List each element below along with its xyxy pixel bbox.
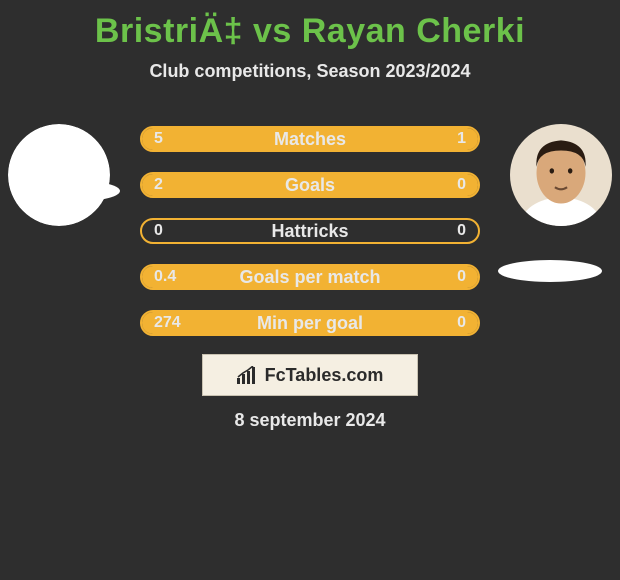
stat-label: Matches bbox=[142, 129, 478, 150]
player-right-avatar bbox=[510, 124, 612, 226]
stat-row: 0.4Goals per match0 bbox=[140, 264, 480, 290]
avatar-left-placeholder bbox=[8, 124, 110, 226]
stat-value-right: 0 bbox=[457, 268, 466, 286]
bar-chart-icon bbox=[237, 366, 259, 384]
comparison-infographic: BristriÄ‡ vs Rayan Cherki Club competiti… bbox=[0, 0, 620, 580]
stat-value-right: 1 bbox=[457, 130, 466, 148]
player-left-avatar bbox=[8, 124, 110, 226]
stat-row: 2Goals0 bbox=[140, 172, 480, 198]
stat-value-right: 0 bbox=[457, 314, 466, 332]
stat-label: Goals per match bbox=[142, 267, 478, 288]
page-title: BristriÄ‡ vs Rayan Cherki bbox=[0, 6, 620, 51]
stat-row: 274Min per goal0 bbox=[140, 310, 480, 336]
stat-label: Goals bbox=[142, 175, 478, 196]
stat-row: 5Matches1 bbox=[140, 126, 480, 152]
stat-rows: 5Matches12Goals00Hattricks00.4Goals per … bbox=[140, 126, 480, 356]
shadow-ellipse-left-1 bbox=[20, 180, 120, 202]
shadow-ellipse-right bbox=[498, 260, 602, 282]
stat-row: 0Hattricks0 bbox=[140, 218, 480, 244]
stat-label: Min per goal bbox=[142, 313, 478, 334]
logo-text: FcTables.com bbox=[265, 365, 384, 386]
date-text: 8 september 2024 bbox=[0, 410, 620, 431]
season-subtitle: Club competitions, Season 2023/2024 bbox=[0, 61, 620, 82]
avatar-right-image bbox=[510, 124, 612, 226]
stat-value-right: 0 bbox=[457, 176, 466, 194]
stat-value-right: 0 bbox=[457, 222, 466, 240]
stat-label: Hattricks bbox=[142, 221, 478, 242]
fctables-logo: FcTables.com bbox=[202, 354, 418, 396]
